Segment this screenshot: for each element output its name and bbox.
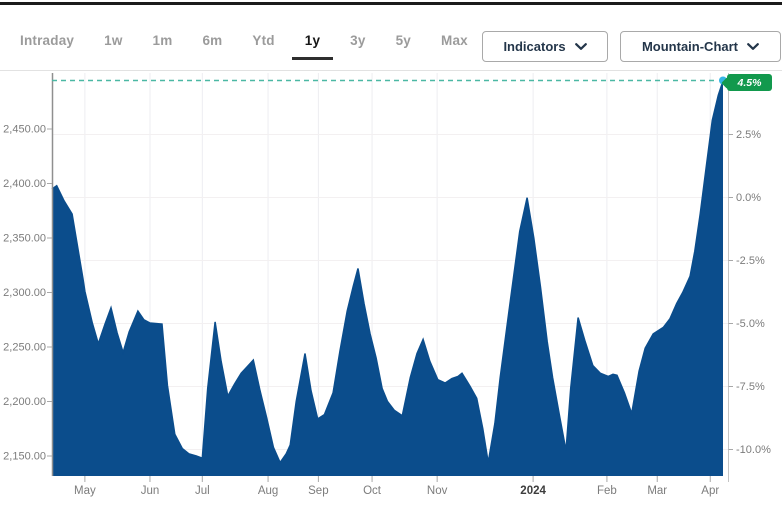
change-badge: 4.5% [727, 74, 772, 91]
y-axis-left-label: 2,150.00 [3, 451, 46, 463]
range-tab-1m[interactable]: 1m [152, 33, 173, 48]
y-axis-left-label: 2,450.00 [3, 124, 46, 136]
y-axis-right-label: -5.0% [736, 318, 765, 330]
x-axis-label: Aug [258, 485, 278, 497]
chart-type-dropdown-label: Mountain-Chart [641, 39, 739, 54]
x-axis-label: Nov [427, 485, 448, 497]
y-axis-right-label: -7.5% [736, 381, 765, 393]
range-tab-ytd[interactable]: Ytd [252, 33, 275, 48]
range-tab-max[interactable]: Max [441, 33, 468, 48]
y-axis-left-label: 2,400.00 [3, 178, 46, 190]
top-divider [0, 2, 782, 5]
x-axis-label: Apr [701, 485, 719, 497]
change-badge-label: 4.5% [737, 76, 762, 89]
x-axis-label: Mar [647, 485, 667, 497]
chart-type-dropdown[interactable]: Mountain-Chart [620, 31, 781, 62]
price-line [51, 80, 724, 465]
range-tab-6m[interactable]: 6m [202, 33, 223, 48]
range-tab-1y[interactable]: 1y [291, 33, 334, 60]
x-axis-label: Jul [195, 485, 210, 497]
indicators-dropdown[interactable]: Indicators [482, 31, 608, 62]
x-axis-label: Oct [363, 485, 382, 497]
chevron-down-icon [747, 42, 759, 50]
range-tab-3y[interactable]: 3y [350, 33, 366, 48]
range-tab-intraday[interactable]: Intraday [20, 33, 75, 48]
chart-toolbar: Intraday 1w 1m 6m Ytd 1y 3y 5y Max Indicators Mo… [0, 5, 782, 70]
x-axis-label: Sep [308, 485, 328, 497]
price-area-chart[interactable]: 2,450.00 2,400.00 2,350.00 2,300.00 2,250.00… [0, 71, 782, 512]
x-axis-label: Jun [141, 485, 160, 497]
y-axis-left-label: 2,200.00 [3, 396, 46, 408]
range-tabs: Intraday 1w 1m 6m Ytd 1y 3y 5y Max [20, 33, 468, 60]
y-axis-right-label: -10.0% [736, 444, 771, 456]
x-axis-label: May [74, 485, 96, 497]
mountain-area-fill [52, 81, 723, 476]
y-axis-right-label: -2.5% [736, 255, 765, 267]
chart-area[interactable]: 2,450.00 2,400.00 2,350.00 2,300.00 2,250.00… [0, 70, 782, 512]
range-tab-5y[interactable]: 5y [395, 33, 412, 48]
y-axis-left-label: 2,300.00 [3, 287, 46, 299]
indicators-dropdown-label: Indicators [503, 39, 566, 54]
y-axis-left-label: 2,350.00 [3, 233, 46, 245]
range-tab-1w[interactable]: 1w [104, 33, 123, 48]
chevron-down-icon [574, 42, 587, 50]
x-axis-label: 2024 [520, 485, 546, 497]
y-axis-right-label: 2.5% [736, 129, 761, 141]
y-axis-left-label: 2,250.00 [3, 342, 46, 354]
x-axis-label: Feb [597, 485, 617, 497]
y-axis-right-label: 0.0% [736, 192, 761, 204]
